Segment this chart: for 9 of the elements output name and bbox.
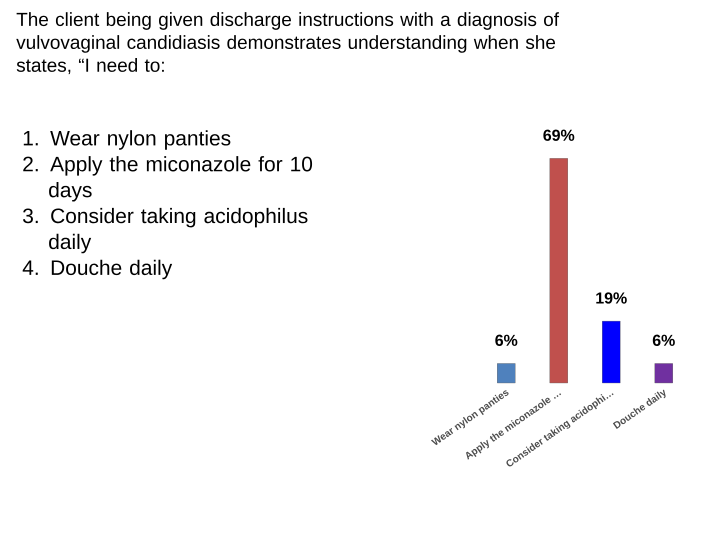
data-label: 6% (652, 334, 675, 346)
text: 3. Consider taking acidophilus daily (23, 208, 308, 254)
text: 2. Apply the miconazole for 10 days (23, 156, 312, 202)
text: The client being given discharge instructions with a diagnosis of vulvovaginal candidiasis demonstrates understanding when she states, “I need to: (16, 12, 560, 74)
text: 4. Douche daily (22, 260, 172, 280)
text: 1. Wear nylon panties (24, 130, 230, 150)
data-label: 69% (543, 130, 574, 141)
data-label: 19% (596, 292, 627, 304)
data-label: 6% (495, 334, 518, 346)
